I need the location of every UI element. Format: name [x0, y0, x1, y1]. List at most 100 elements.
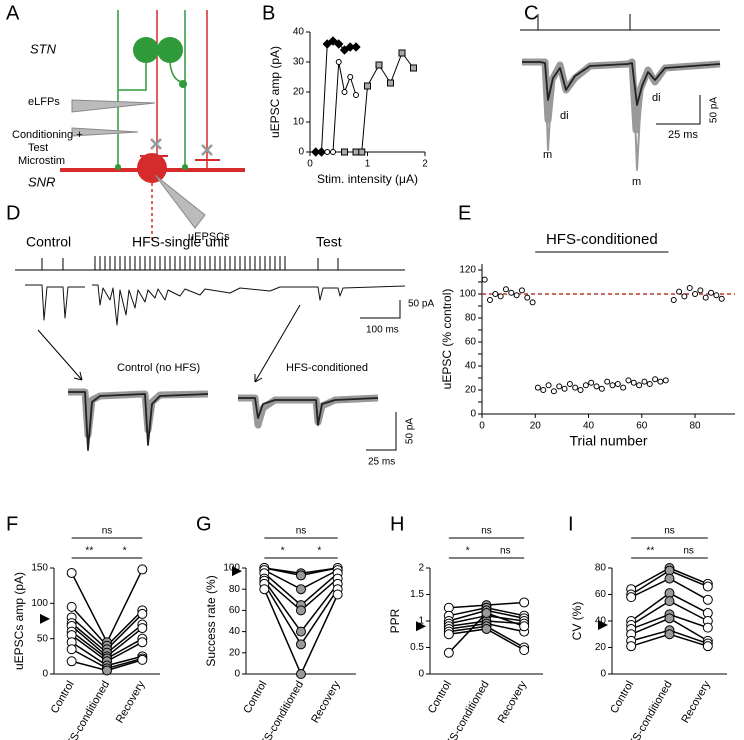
point [566, 381, 573, 387]
point [718, 295, 725, 302]
point [66, 567, 77, 578]
x-tick-label: 20 [530, 421, 542, 432]
point [398, 49, 406, 57]
y-tick-label: 100 [459, 289, 476, 300]
point [702, 294, 709, 301]
significance-label: ns [664, 526, 675, 537]
point [347, 74, 354, 80]
point [630, 379, 637, 386]
microstim-label: Microstim [18, 155, 65, 167]
y-tick-label: 100 [31, 598, 48, 609]
point [364, 82, 371, 90]
point [702, 581, 713, 592]
point [620, 384, 627, 391]
point [664, 596, 675, 607]
y-tick-label: 120 [459, 265, 476, 276]
point [339, 45, 350, 55]
point [330, 149, 336, 155]
point [328, 36, 338, 46]
point [341, 89, 348, 95]
x-tick-label: Control [49, 679, 77, 716]
point [296, 626, 306, 637]
significance-label: ns [481, 526, 492, 537]
point [502, 286, 509, 293]
point [697, 287, 704, 294]
point [545, 382, 552, 389]
point [572, 384, 579, 391]
y-tick-label: 30 [293, 57, 305, 68]
point [443, 629, 454, 640]
point [296, 639, 306, 650]
point [296, 584, 306, 595]
y-tick-label: 20 [595, 642, 607, 653]
point [664, 613, 675, 624]
y-tick-label: 60 [465, 337, 477, 348]
panel-label: I [568, 513, 574, 535]
panel-label: F [6, 513, 18, 535]
panel-label: G [196, 513, 212, 535]
point [375, 61, 383, 69]
point [296, 570, 306, 581]
point [625, 377, 632, 384]
point [358, 148, 366, 156]
point [646, 381, 653, 387]
y-tick-label: 0 [418, 669, 424, 680]
point [513, 292, 520, 299]
x-tick-label: 0 [479, 421, 485, 432]
point [324, 149, 331, 155]
significance-label: * [123, 546, 127, 557]
point [351, 42, 361, 52]
point [481, 608, 492, 619]
point [66, 601, 77, 612]
traces-d [15, 256, 406, 451]
y-axis-label: CV (%) [570, 602, 584, 641]
scale-label: 25 ms [668, 129, 698, 141]
x-tick-label: Control [241, 679, 269, 716]
y-tick-label: 20 [229, 647, 241, 658]
trace-label: Control [26, 234, 71, 250]
point [556, 383, 563, 390]
y-tick-label: 40 [595, 616, 607, 627]
point [662, 377, 669, 384]
scale-label: 50 pA [408, 299, 434, 310]
point [410, 64, 417, 72]
x-tick-label: 60 [636, 421, 648, 432]
point [641, 378, 648, 385]
elfps-label: eLFPs [28, 96, 60, 108]
point [508, 289, 515, 296]
panel-label: B [262, 2, 275, 24]
y-tick-label: 10 [293, 117, 305, 128]
snr-label: SNR [28, 174, 55, 189]
point [497, 293, 504, 300]
point [550, 388, 557, 395]
y-tick-label: 80 [465, 313, 477, 324]
point [692, 291, 699, 297]
point [702, 641, 713, 652]
y-tick-label: 2 [418, 563, 424, 574]
mean-arrow [40, 613, 50, 624]
point [353, 92, 359, 98]
y-tick-label: 0 [42, 669, 48, 680]
point [582, 382, 589, 389]
point [664, 629, 675, 640]
x-tick-label: Recovery [114, 679, 148, 726]
point [335, 59, 342, 65]
scale-label: 50 pA [709, 97, 720, 123]
trace-label: di [652, 92, 661, 104]
x-axis-label: Stim. intensity (μA) [317, 172, 418, 186]
point [681, 293, 688, 300]
point [588, 379, 595, 386]
x-tick-label: 2 [422, 159, 428, 170]
x-tick-label: Control [426, 679, 454, 716]
point [66, 644, 77, 655]
y-axis-label: uEPSC amp (pA) [268, 46, 282, 138]
trace-label: Test [316, 234, 342, 250]
point [486, 297, 493, 303]
point [332, 589, 343, 600]
y-tick-label: 40 [229, 626, 241, 637]
point [296, 669, 306, 679]
point [102, 665, 112, 676]
point [670, 297, 677, 303]
mean-arrow [598, 619, 608, 630]
trace-label: Control (no HFS) [117, 362, 200, 374]
